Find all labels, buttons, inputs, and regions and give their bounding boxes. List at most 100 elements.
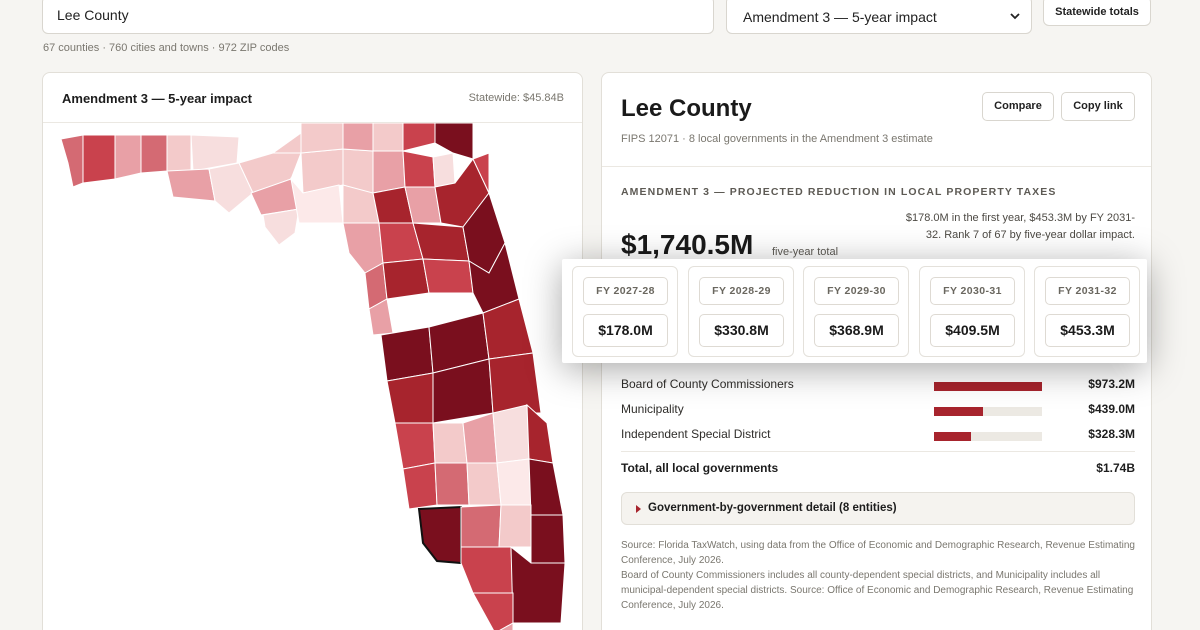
county-region[interactable] <box>434 462 470 506</box>
total-note: $178.0M in the first year, $453.3M by FY… <box>905 212 1135 241</box>
fiscal-year-label: FY 2031-32 <box>1045 277 1130 305</box>
breakdown-bar-track <box>934 382 1042 391</box>
measure-select[interactable]: Amendment 3 — 5-year impact <box>726 0 1032 34</box>
fiscal-year-label: FY 2028-29 <box>699 277 784 305</box>
county-region[interactable] <box>526 403 554 464</box>
county-region[interactable] <box>386 372 434 424</box>
breakdown-bar-fill <box>934 432 971 441</box>
source-text: Source: Florida TaxWatch, using data fro… <box>621 540 1135 566</box>
county-region[interactable] <box>166 134 192 172</box>
county-region[interactable] <box>382 258 430 300</box>
government-detail-label: Government-by-government detail (8 entit… <box>648 502 897 514</box>
fiscal-year-value: $409.5M <box>930 314 1015 347</box>
county-region[interactable] <box>60 134 84 188</box>
copy-link-button[interactable]: Copy link <box>1061 92 1135 121</box>
breakdown-amount: $328.3M <box>1088 427 1135 441</box>
fiscal-year-cell[interactable]: FY 2029-30 $368.9M <box>803 266 909 357</box>
total-label: Total, all local governments <box>621 461 779 475</box>
county-region[interactable] <box>472 152 490 194</box>
county-region[interactable] <box>82 134 116 184</box>
breakdown-label: Independent Special District <box>621 427 771 441</box>
total-row: Total, all local governments $1.74B <box>621 461 1135 475</box>
county-region[interactable] <box>495 622 514 630</box>
county-region[interactable] <box>271 132 302 154</box>
county-region[interactable] <box>114 134 142 180</box>
coverage-meta: 67 counties · 760 cities and towns · 972… <box>43 42 290 54</box>
county-region[interactable] <box>394 422 436 470</box>
map-card: Amendment 3 — 5-year impact Statewide: $… <box>42 72 583 630</box>
breakdown-label: Board of County Commissioners <box>621 377 794 391</box>
county-region[interactable] <box>498 504 532 548</box>
county-region[interactable] <box>380 326 434 382</box>
breakdown-bar-track <box>934 407 1042 416</box>
breakdown-row: Municipality $439.0M <box>621 402 1135 420</box>
section-label: AMENDMENT 3 — PROJECTED REDUCTION IN LOC… <box>621 186 1057 198</box>
county-region[interactable] <box>166 168 216 202</box>
county-region[interactable] <box>372 150 406 194</box>
florida-choropleth-map[interactable] <box>43 123 583 630</box>
county-region[interactable] <box>402 462 438 510</box>
county-region[interactable] <box>402 123 436 152</box>
fiscal-year-value: $368.9M <box>814 314 899 347</box>
county-region[interactable] <box>372 123 404 152</box>
breakdown-amount: $439.0M <box>1088 402 1135 416</box>
county-region[interactable] <box>530 514 566 564</box>
county-region[interactable] <box>460 546 514 594</box>
fiscal-year-cell[interactable]: FY 2027-28 $178.0M <box>572 266 678 357</box>
search-input[interactable]: Lee County <box>42 0 714 34</box>
county-region-lee[interactable] <box>417 505 462 565</box>
fiscal-year-cell[interactable]: FY 2030-31 $409.5M <box>919 266 1025 357</box>
fiscal-year-value: $330.8M <box>699 314 784 347</box>
county-region[interactable] <box>492 404 530 464</box>
county-region[interactable] <box>462 412 498 464</box>
county-region[interactable] <box>460 504 502 548</box>
county-region[interactable] <box>432 422 468 464</box>
fiscal-year-cell[interactable]: FY 2028-29 $330.8M <box>688 266 794 357</box>
county-region[interactable] <box>402 150 436 188</box>
county-region[interactable] <box>342 222 384 274</box>
county-region[interactable] <box>140 134 168 174</box>
county-region[interactable] <box>238 152 302 194</box>
five-year-total: $1,740.5M <box>621 229 754 260</box>
chevron-down-icon <box>1010 13 1020 20</box>
fiscal-year-value: $178.0M <box>583 314 668 347</box>
county-region[interactable] <box>528 458 564 516</box>
fiscal-year-value: $453.3M <box>1045 314 1130 347</box>
breakdown-amount: $973.2M <box>1088 377 1135 391</box>
fiscal-year-label: FY 2027-28 <box>583 277 668 305</box>
fiscal-year-label: FY 2030-31 <box>930 277 1015 305</box>
breakdown-bar-track <box>934 432 1042 441</box>
county-subtitle: FIPS 12071 · 8 local governments in the … <box>621 133 933 145</box>
map-title: Amendment 3 — 5-year impact <box>62 91 253 106</box>
county-title: Lee County <box>621 95 752 122</box>
disclosure-triangle-icon <box>636 505 641 513</box>
footnote-text: Board of County Commissioners includes a… <box>621 570 1134 611</box>
county-region[interactable] <box>290 177 344 224</box>
source-note: Source: Florida TaxWatch, using data fro… <box>621 538 1135 613</box>
county-region[interactable] <box>262 208 300 246</box>
county-region[interactable] <box>488 352 542 414</box>
total-amount: $1.74B <box>1096 461 1135 475</box>
fiscal-year-label: FY 2029-30 <box>814 277 899 305</box>
breakdown-bar-fill <box>934 407 983 416</box>
government-detail-toggle[interactable]: Government-by-government detail (8 entit… <box>621 492 1135 525</box>
county-region[interactable] <box>496 458 532 506</box>
county-region[interactable] <box>472 592 514 630</box>
compare-button[interactable]: Compare <box>982 92 1054 121</box>
county-region[interactable] <box>466 462 502 506</box>
county-region[interactable] <box>342 123 374 152</box>
map-card-header: Amendment 3 — 5-year impact Statewide: $… <box>43 73 582 123</box>
county-region[interactable] <box>208 162 254 214</box>
statewide-total: Statewide: $45.84B <box>468 92 564 104</box>
fiscal-year-popup: FY 2027-28 $178.0M FY 2028-29 $330.8M FY… <box>562 259 1147 363</box>
divider <box>621 451 1135 452</box>
breakdown-row: Independent Special District $328.3M <box>621 427 1135 445</box>
county-region[interactable] <box>434 123 474 160</box>
county-region[interactable] <box>422 258 474 294</box>
county-region[interactable] <box>300 123 344 154</box>
statewide-totals-button[interactable]: Statewide totals <box>1043 0 1151 26</box>
breakdown-row: Board of County Commissioners $973.2M <box>621 377 1135 395</box>
breakdown-bar-fill <box>934 382 1042 391</box>
fiscal-year-cell[interactable]: FY 2031-32 $453.3M <box>1034 266 1140 357</box>
county-region[interactable] <box>432 152 456 188</box>
